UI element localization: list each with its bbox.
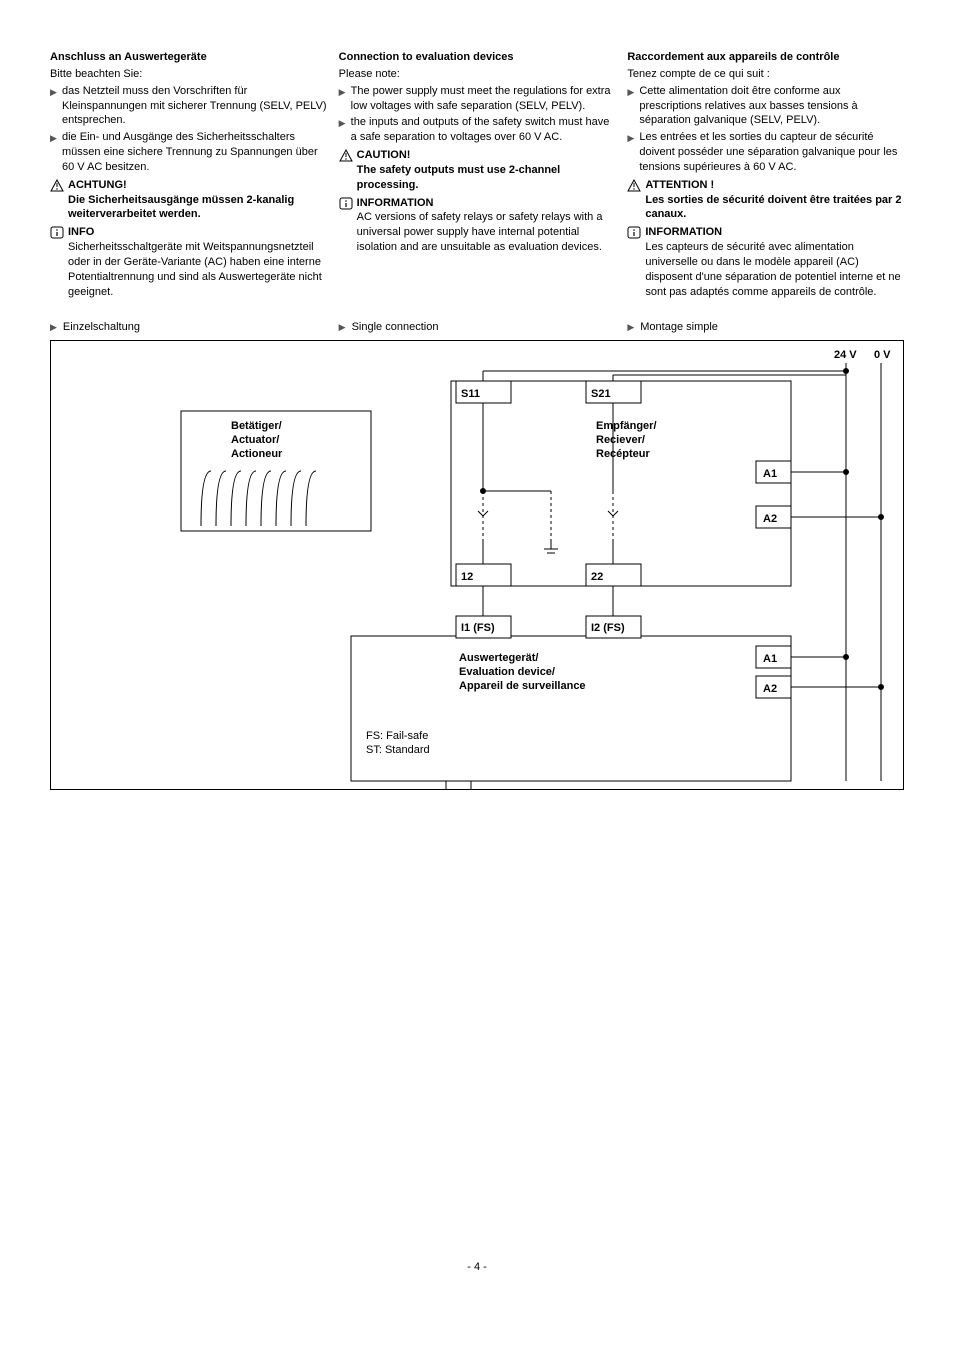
triangle-icon: ▶ — [627, 321, 634, 333]
actuator-l3: Actioneur — [231, 448, 283, 460]
triangle-icon: ▶ — [627, 130, 639, 144]
text-columns: Anschluss an Auswertegeräte Bitte beacht… — [50, 50, 904, 302]
info-text: AC versions of safety relays or safety r… — [357, 210, 616, 255]
caution-row: ACHTUNG! Die Sicherheitsausgänge müssen … — [50, 178, 327, 223]
diagram-label-en: ▶ Single connection — [339, 320, 616, 335]
label-24v: 24 V — [834, 349, 857, 361]
warning-icon — [627, 178, 645, 192]
triangle-icon: ▶ — [339, 115, 351, 129]
bullet-row: ▶ die Ein- und Ausgänge des Sicherheitss… — [50, 130, 327, 175]
eval-l1: Auswertegerät/ — [459, 652, 538, 664]
info-text: Les capteurs de sécurité avec alimentati… — [645, 240, 904, 299]
caution-text: Die Sicherheitsausgänge müssen 2-kanalig… — [68, 193, 327, 223]
bullet-text: das Netzteil muss den Vorschriften für K… — [62, 84, 327, 129]
bullet-row: ▶ Cette alimentation doit être conforme … — [627, 84, 904, 129]
diagram-label-de: ▶ Einzelschaltung — [50, 320, 327, 335]
info-row: INFORMATION AC versions of safety relays… — [339, 196, 616, 255]
caution-label: ATTENTION ! — [645, 178, 904, 193]
svg-text:I1 (FS): I1 (FS) — [461, 622, 495, 634]
intro-de: Bitte beachten Sie: — [50, 67, 327, 82]
caution-body: CAUTION! The safety outputs must use 2-c… — [357, 148, 616, 193]
receiver-l2: Reciever/ — [596, 434, 645, 446]
wiring-diagram: 24 V 0 V Betätiger/ Actuator/ Actioneur … — [50, 340, 904, 790]
triangle-icon: ▶ — [339, 84, 351, 98]
receiver-l3: Recépteur — [596, 448, 651, 460]
legend-l1: FS: Fail-safe — [366, 730, 428, 742]
caution-label: ACHTUNG! — [68, 178, 327, 193]
info-label: INFORMATION — [357, 196, 616, 211]
label-s11: S11 — [461, 388, 480, 400]
label-12: 12 — [461, 571, 473, 583]
info-body: INFORMATION Les capteurs de sécurité ave… — [645, 225, 904, 299]
info-body: INFORMATION AC versions of safety relays… — [357, 196, 616, 255]
receiver-l1: Empfänger/ — [596, 420, 657, 432]
heading-de: Anschluss an Auswertegeräte — [50, 50, 327, 65]
diagram-label-fr: ▶ Montage simple — [627, 320, 904, 335]
info-label: INFO — [68, 225, 327, 240]
page-number: - 4 - — [50, 1260, 904, 1275]
svg-text:I2 (FS): I2 (FS) — [591, 622, 625, 634]
caution-text: Les sorties de sécurité doivent être tra… — [645, 193, 904, 223]
warning-icon — [339, 148, 357, 162]
bullet-text: Les entrées et les sorties du capteur de… — [639, 130, 904, 175]
heading-en: Connection to evaluation devices — [339, 50, 616, 65]
bullet-text: The power supply must meet the regulatio… — [351, 84, 616, 114]
diagram-svg: 24 V 0 V Betätiger/ Actuator/ Actioneur … — [51, 341, 903, 789]
intro-en: Please note: — [339, 67, 616, 82]
caution-label: CAUTION! — [357, 148, 616, 163]
bullet-row: ▶ Les entrées et les sorties du capteur … — [627, 130, 904, 175]
eval-l2: Evaluation device/ — [459, 666, 555, 678]
info-row: INFORMATION Les capteurs de sécurité ave… — [627, 225, 904, 299]
info-row: INFO Sicherheitsschaltgeräte mit Weitspa… — [50, 225, 327, 299]
warning-icon — [50, 178, 68, 192]
info-icon — [627, 225, 645, 239]
caution-text: The safety outputs must use 2-channel pr… — [357, 163, 616, 193]
actuator-l2: Actuator/ — [231, 434, 279, 446]
triangle-icon: ▶ — [339, 321, 346, 333]
bullet-text: Cette alimentation doit être conforme au… — [639, 84, 904, 129]
triangle-icon: ▶ — [50, 84, 62, 98]
column-fr: Raccordement aux appareils de contrôle T… — [627, 50, 904, 302]
label-text: Montage simple — [640, 320, 718, 335]
bullet-row: ▶ the inputs and outputs of the safety s… — [339, 115, 616, 145]
heading-fr: Raccordement aux appareils de contrôle — [627, 50, 904, 65]
diagram-labels-row: ▶ Einzelschaltung ▶ Single connection ▶ Mon… — [50, 320, 904, 335]
info-label: INFORMATION — [645, 225, 904, 240]
label-a1-top: A1 — [763, 468, 777, 480]
caution-row: CAUTION! The safety outputs must use 2-c… — [339, 148, 616, 193]
triangle-icon: ▶ — [50, 321, 57, 333]
bullet-row: ▶ das Netzteil muss den Vorschriften für… — [50, 84, 327, 129]
caution-row: ATTENTION ! Les sorties de sécurité doiv… — [627, 178, 904, 223]
label-s21: S21 — [591, 388, 611, 400]
label-22: 22 — [591, 571, 603, 583]
bullet-text: die Ein- und Ausgänge des Sicherheitssch… — [62, 130, 327, 175]
intro-fr: Tenez compte de ce qui suit : — [627, 67, 904, 82]
eval-l3: Appareil de surveillance — [459, 680, 586, 692]
legend-l2: ST: Standard — [366, 744, 430, 756]
caution-body: ATTENTION ! Les sorties de sécurité doiv… — [645, 178, 904, 223]
label-a2-top: A2 — [763, 513, 777, 525]
info-icon — [339, 196, 357, 210]
bullet-row: ▶ The power supply must meet the regulat… — [339, 84, 616, 114]
info-text: Sicherheitsschaltgeräte mit Weitspannung… — [68, 240, 327, 299]
actuator-l1: Betätiger/ — [231, 420, 282, 432]
triangle-icon: ▶ — [50, 130, 62, 144]
column-de: Anschluss an Auswertegeräte Bitte beacht… — [50, 50, 327, 302]
label-a1-bot: A1 — [763, 653, 777, 665]
label-text: Single connection — [352, 320, 439, 335]
bullet-text: the inputs and outputs of the safety swi… — [351, 115, 616, 145]
label-text: Einzelschaltung — [63, 320, 140, 335]
info-icon — [50, 225, 68, 239]
triangle-icon: ▶ — [627, 84, 639, 98]
caution-body: ACHTUNG! Die Sicherheitsausgänge müssen … — [68, 178, 327, 223]
label-a2-bot: A2 — [763, 683, 777, 695]
info-body: INFO Sicherheitsschaltgeräte mit Weitspa… — [68, 225, 327, 299]
column-en: Connection to evaluation devices Please … — [339, 50, 616, 302]
label-0v: 0 V — [874, 349, 891, 361]
